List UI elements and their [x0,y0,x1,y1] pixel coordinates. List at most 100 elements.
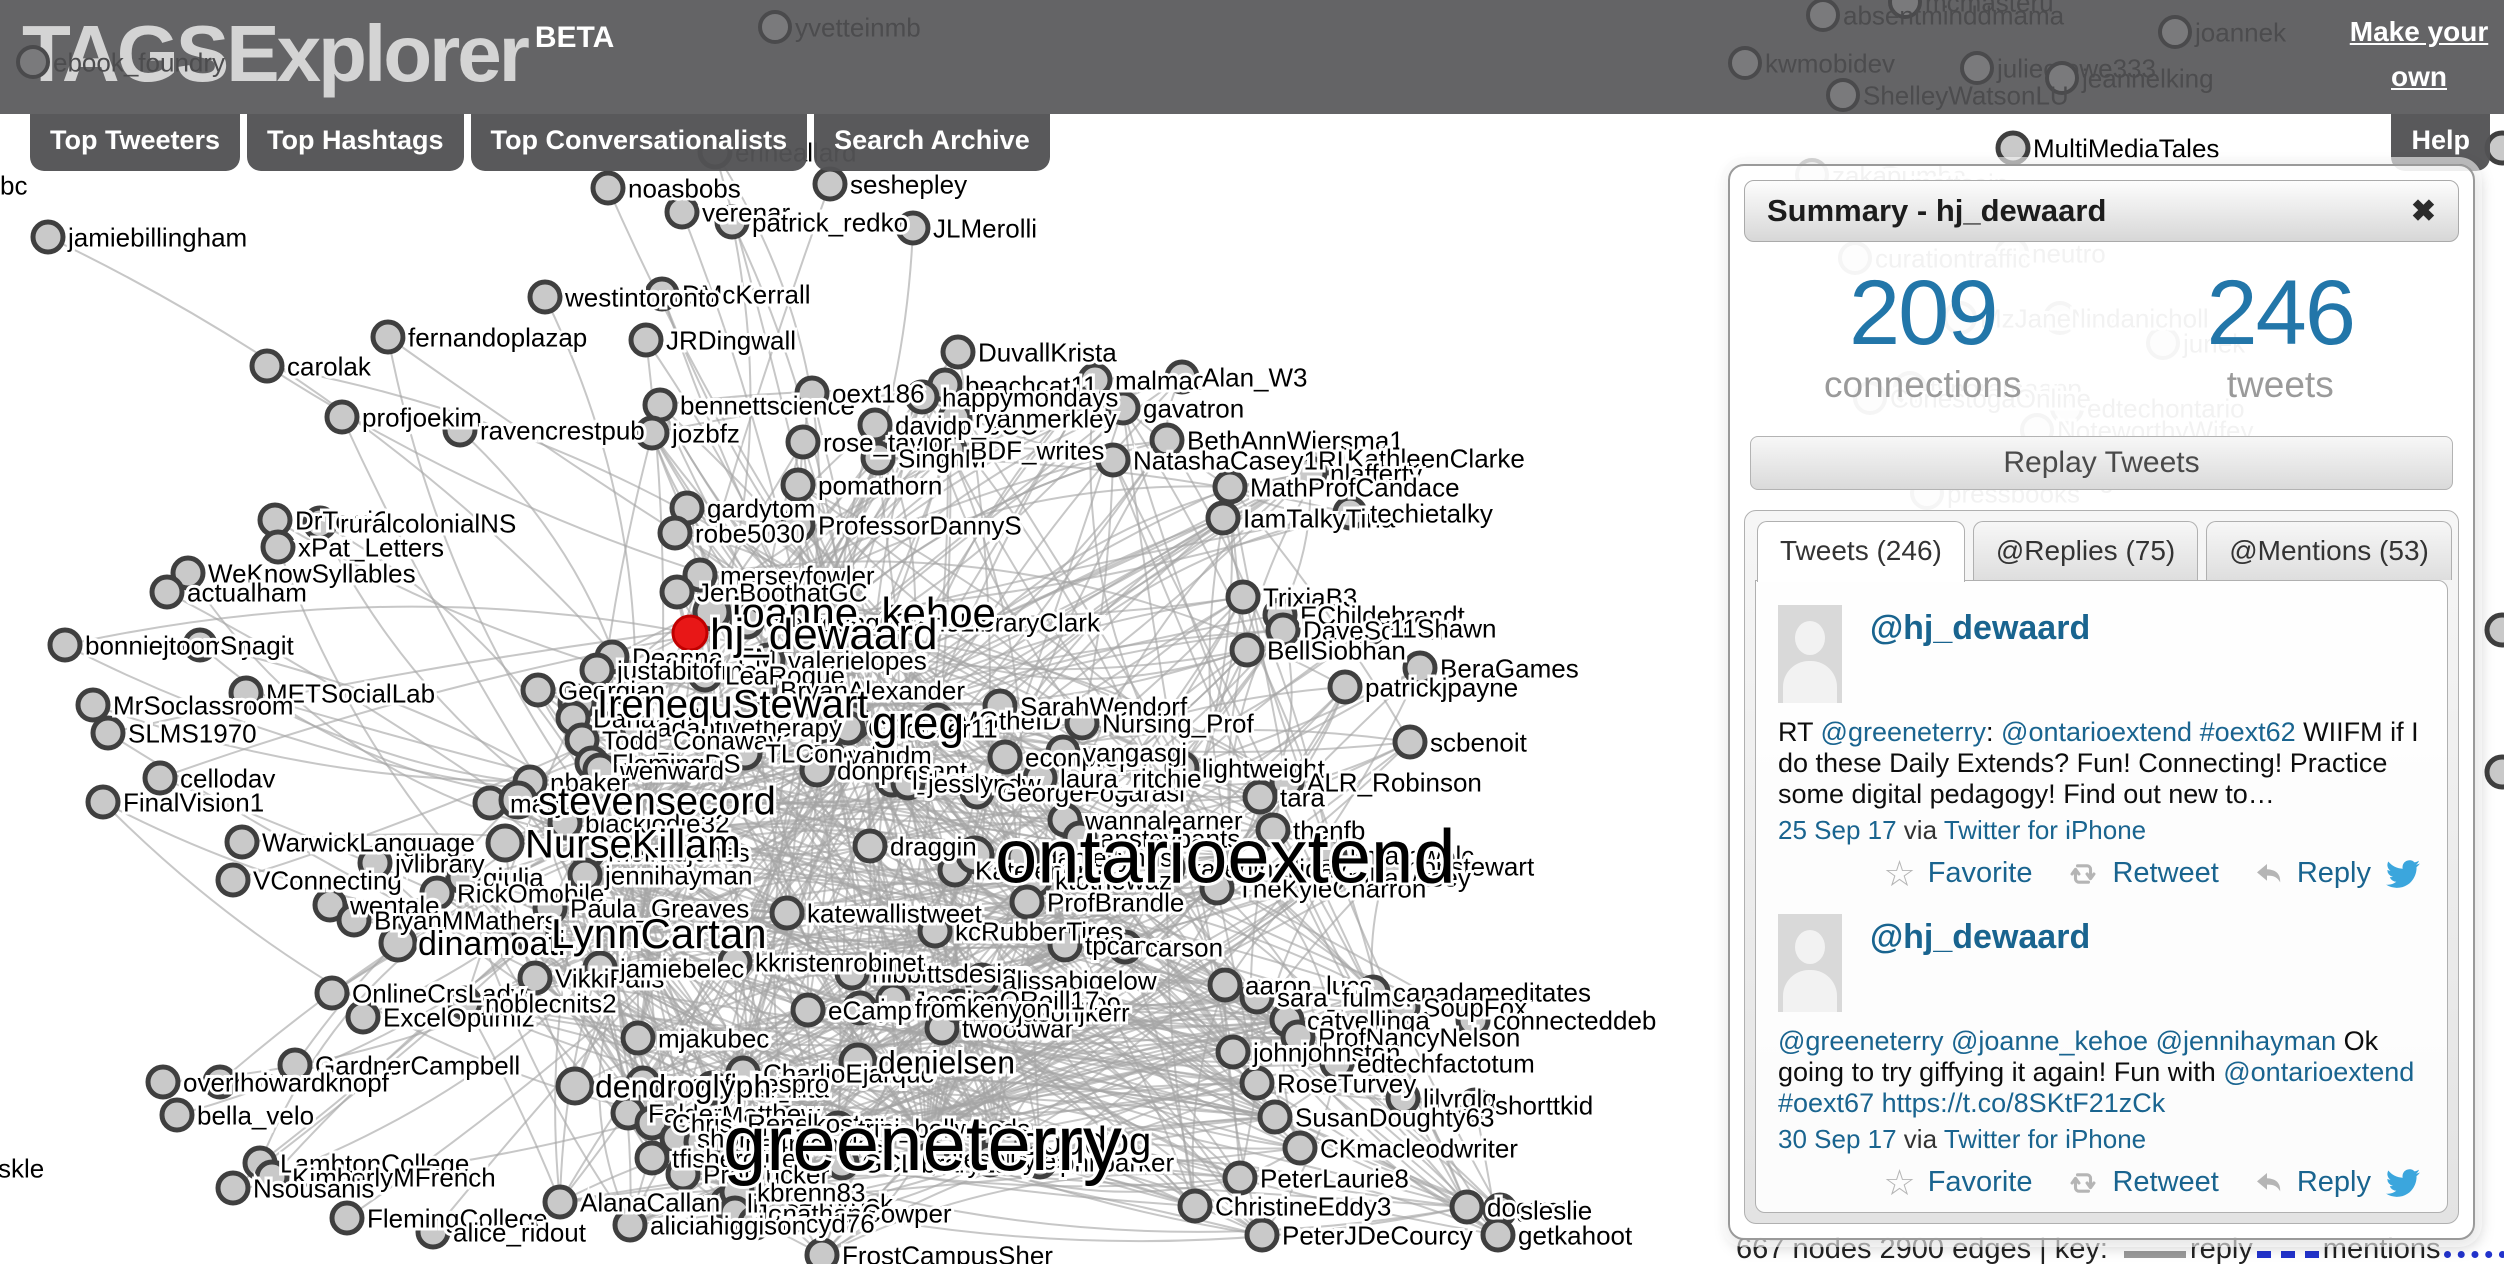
graph-node[interactable] [634,415,670,451]
graph-node[interactable] [625,1065,661,1101]
graph-node[interactable] [642,387,678,423]
graph-node[interactable] [982,688,1018,724]
graph-node[interactable] [1177,1188,1213,1224]
graph-node[interactable] [1255,812,1291,848]
tweet-link[interactable]: #oext62 [2199,716,2296,747]
graph-node[interactable] [1457,1087,1493,1123]
graph-node[interactable] [834,955,870,991]
graph-node[interactable] [547,805,583,841]
favorite-icon[interactable]: ☆ [1883,852,1916,894]
graph-node[interactable] [159,1097,195,1133]
tweet-link[interactable]: @ontarioextend [2001,716,2193,747]
graph-node[interactable] [1449,1189,1485,1225]
graph-node[interactable] [520,672,556,708]
tweet-timestamp[interactable]: 30 Sep 17 [1778,1123,1897,1154]
graph-node[interactable] [1225,579,1261,615]
tab-mentions-53[interactable]: @Mentions (53) [2206,520,2452,580]
graph-node[interactable] [1095,442,1131,478]
graph-node[interactable] [1022,760,1058,796]
graph-node[interactable] [555,1066,595,1106]
graph-node[interactable] [1207,967,1243,1003]
graph-node[interactable] [1105,390,1141,426]
graph-node[interactable] [527,279,563,315]
graph-node[interactable] [419,875,455,911]
graph-node[interactable] [717,944,753,980]
graph-node[interactable] [1199,870,1235,906]
graph-node[interactable] [1455,1002,1491,1038]
graph-node[interactable] [612,1207,648,1243]
favorite-button[interactable]: Favorite [1927,1166,2033,1199]
graph-node[interactable] [582,950,618,986]
graph-node[interactable] [579,652,615,688]
graph-node[interactable] [785,424,821,460]
graph-node[interactable] [277,1047,313,1083]
graph-node[interactable] [30,219,66,255]
graph-node[interactable] [1244,1217,1280,1253]
tweet-username[interactable]: @hj_dewaard [1870,608,2091,647]
graph-node[interactable] [694,1070,730,1106]
graph-node[interactable] [959,774,995,810]
nav-tab-search-archive[interactable]: Search Archive [814,114,1050,171]
graph-node[interactable] [215,1170,251,1206]
graph-node[interactable] [1480,1217,1516,1253]
graph-node[interactable] [644,276,680,312]
graph-node[interactable] [780,507,816,543]
graph-node-selected[interactable] [671,614,709,652]
graph-node[interactable] [714,204,750,240]
graph-node[interactable] [590,170,626,206]
tweet-timestamp[interactable]: 25 Sep 17 [1778,814,1897,845]
graph-node[interactable] [142,760,178,796]
graph-node[interactable] [937,400,973,436]
graph-node[interactable] [2484,612,2504,648]
tweet-link[interactable]: @greeneterry [1778,1025,1944,1056]
graph-node[interactable] [1045,734,1081,770]
graph-node[interactable] [682,557,718,593]
make-your-own-link[interactable]: Make your own [2349,16,2489,92]
graph-node[interactable] [145,1064,181,1100]
graph-node[interactable] [75,687,111,723]
graph-node[interactable] [955,835,995,875]
graph-node[interactable] [1164,750,1200,786]
graph-node[interactable] [890,765,926,801]
graph-node[interactable] [345,999,381,1035]
graph-node[interactable] [447,985,483,1021]
graph-node[interactable] [769,1105,805,1141]
graph-node[interactable] [329,1200,365,1236]
graph-node[interactable] [987,739,1023,775]
graph-node[interactable] [1047,927,1083,963]
graph-node[interactable] [1385,989,1421,1025]
graph-node[interactable] [378,923,418,963]
graph-node[interactable] [799,752,835,788]
replay-tweets-button[interactable]: Replay Tweets [1750,435,2453,490]
graph-node[interactable] [620,1020,656,1056]
retweet-button[interactable]: Retweet [2112,1166,2219,1199]
graph-node[interactable] [1280,1019,1316,1055]
graph-node[interactable] [659,574,695,610]
graph-node[interactable] [336,902,372,938]
graph-node[interactable] [1352,610,1388,646]
graph-node[interactable] [224,824,260,860]
tweet-source[interactable]: Twitter for iPhone [1943,814,2147,845]
graph-node[interactable] [904,379,940,415]
graph-node[interactable] [979,994,1015,1030]
tweet-link[interactable]: @greeneterry [1820,716,1987,747]
graph-node[interactable] [1995,130,2031,166]
graph-node[interactable] [664,194,700,230]
graph-node[interactable] [628,322,664,358]
graph-node[interactable] [634,1105,670,1141]
reply-icon[interactable] [2253,1168,2285,1198]
graph-node[interactable] [1332,495,1368,531]
graph-node[interactable] [1385,1080,1421,1116]
graph-node[interactable] [1319,1045,1355,1081]
graph-node[interactable] [875,982,911,1018]
graph-node[interactable] [727,735,763,771]
graph-node[interactable] [1402,650,1438,686]
tab-tweets-246[interactable]: Tweets (246) [1757,520,1965,582]
graph-node[interactable] [940,988,976,1024]
graph-node[interactable] [665,1156,701,1192]
tweet-link[interactable]: https://t.co/8SKtF21zCk [1881,1087,2166,1118]
graph-node[interactable] [1164,359,1200,395]
nav-tab-top-tweeters[interactable]: Top Tweeters [30,114,241,171]
graph-node[interactable] [445,859,481,895]
tweet-list[interactable]: @hj_dewaard RT @greeneterry: @ontarioexte… [1755,579,2448,1213]
